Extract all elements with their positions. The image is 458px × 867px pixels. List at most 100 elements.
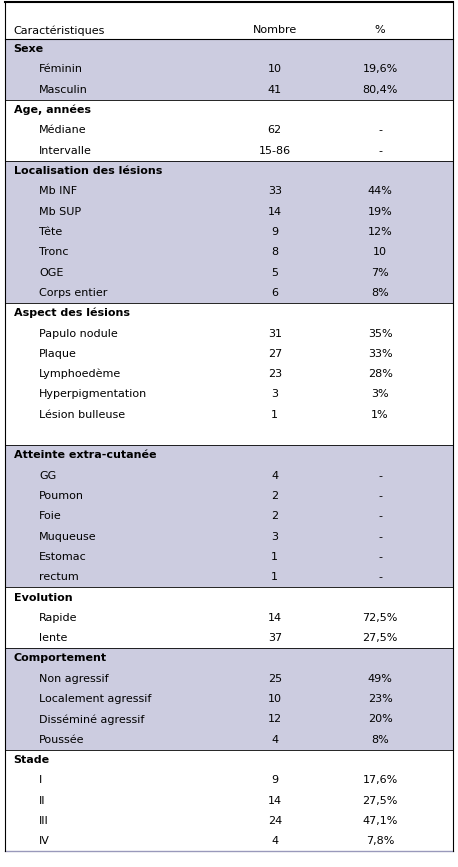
Text: 3: 3 (271, 389, 278, 400)
Text: 12%: 12% (368, 227, 393, 237)
Text: 20%: 20% (368, 714, 393, 725)
Bar (5, 729, 453, 750)
Text: -: - (378, 471, 382, 480)
Text: -: - (378, 552, 382, 562)
Text: GG: GG (39, 471, 56, 480)
Text: 23%: 23% (368, 694, 393, 704)
Bar (5, 222, 453, 242)
Text: 10: 10 (268, 64, 282, 75)
Bar (5, 121, 453, 140)
Text: 33: 33 (268, 186, 282, 196)
Bar (5, 587, 453, 608)
Text: lente: lente (39, 633, 67, 643)
Bar (5, 242, 453, 263)
Bar (5, 100, 453, 121)
Text: 9: 9 (271, 227, 278, 237)
Bar (5, 201, 453, 222)
Text: 41: 41 (268, 85, 282, 95)
Text: 7,8%: 7,8% (366, 837, 394, 846)
Text: OGE: OGE (39, 268, 63, 277)
Text: -: - (378, 126, 382, 135)
Text: Tronc: Tronc (39, 247, 68, 257)
Bar (5, 689, 453, 709)
Text: Caractéristiques: Caractéristiques (14, 25, 105, 36)
Bar (5, 486, 453, 506)
Text: Nombre: Nombre (253, 25, 297, 36)
Text: Estomac: Estomac (39, 552, 87, 562)
Bar (5, 283, 453, 303)
Bar (5, 750, 453, 770)
Text: 1: 1 (271, 572, 278, 583)
Bar (5, 384, 453, 405)
Bar (5, 303, 453, 323)
Text: rectum: rectum (39, 572, 79, 583)
Text: 3%: 3% (371, 389, 389, 400)
Text: 44%: 44% (368, 186, 393, 196)
Bar (5, 526, 453, 547)
Text: 10: 10 (268, 694, 282, 704)
Bar (5, 628, 453, 649)
Text: Evolution: Evolution (14, 592, 72, 603)
Text: 4: 4 (271, 837, 278, 846)
Text: 4: 4 (271, 471, 278, 480)
Text: 8: 8 (271, 247, 278, 257)
Text: 9: 9 (271, 775, 278, 786)
Text: 27: 27 (267, 349, 282, 359)
Text: 23: 23 (268, 369, 282, 379)
Text: -: - (378, 146, 382, 156)
Text: 27,5%: 27,5% (362, 796, 398, 805)
Text: 31: 31 (268, 329, 282, 338)
Bar (5, 608, 453, 628)
Text: 35%: 35% (368, 329, 393, 338)
Text: Papulo nodule: Papulo nodule (39, 329, 118, 338)
Text: Intervalle: Intervalle (39, 146, 92, 156)
Bar (5, 446, 453, 466)
Bar (5, 567, 453, 587)
Text: Lymphoedème: Lymphoedème (39, 368, 121, 380)
Text: Médiane: Médiane (39, 126, 87, 135)
Bar (5, 343, 453, 364)
Text: Atteinte extra-cutanée: Atteinte extra-cutanée (14, 450, 156, 460)
Bar (5, 39, 453, 59)
Text: -: - (378, 491, 382, 501)
Text: 62: 62 (268, 126, 282, 135)
Text: 8%: 8% (371, 288, 389, 298)
Text: I: I (39, 775, 42, 786)
Text: 24: 24 (267, 816, 282, 826)
Text: 25: 25 (268, 674, 282, 684)
Bar (5, 668, 453, 689)
Text: Masculin: Masculin (39, 85, 88, 95)
Text: 15-86: 15-86 (259, 146, 291, 156)
Text: II: II (39, 796, 45, 805)
Bar (5, 59, 453, 80)
Text: -: - (378, 512, 382, 521)
Text: Aspect des lésions: Aspect des lésions (14, 308, 130, 318)
Text: Localement agressif: Localement agressif (39, 694, 151, 704)
Text: Hyperpigmentation: Hyperpigmentation (39, 389, 147, 400)
Bar (5, 649, 453, 668)
Text: 14: 14 (268, 613, 282, 623)
Text: 1: 1 (271, 410, 278, 420)
Text: Mb INF: Mb INF (39, 186, 77, 196)
Bar (5, 466, 453, 486)
Text: 37: 37 (268, 633, 282, 643)
Text: 1%: 1% (371, 410, 389, 420)
Text: Comportement: Comportement (14, 654, 107, 663)
Bar (5, 181, 453, 201)
Text: Corps entier: Corps entier (39, 288, 107, 298)
Text: 6: 6 (271, 288, 278, 298)
Text: Plaque: Plaque (39, 349, 77, 359)
Text: 19,6%: 19,6% (363, 64, 398, 75)
Text: 72,5%: 72,5% (362, 613, 398, 623)
Bar (5, 831, 453, 851)
Text: Féminin: Féminin (39, 64, 83, 75)
Text: IV: IV (39, 837, 50, 846)
Text: 80,4%: 80,4% (362, 85, 398, 95)
Text: Mb SUP: Mb SUP (39, 206, 81, 217)
Bar (5, 709, 453, 729)
Text: 7%: 7% (371, 268, 389, 277)
Text: 17,6%: 17,6% (363, 775, 398, 786)
Bar (5, 506, 453, 526)
Text: 33%: 33% (368, 349, 393, 359)
Text: Muqueuse: Muqueuse (39, 531, 97, 542)
